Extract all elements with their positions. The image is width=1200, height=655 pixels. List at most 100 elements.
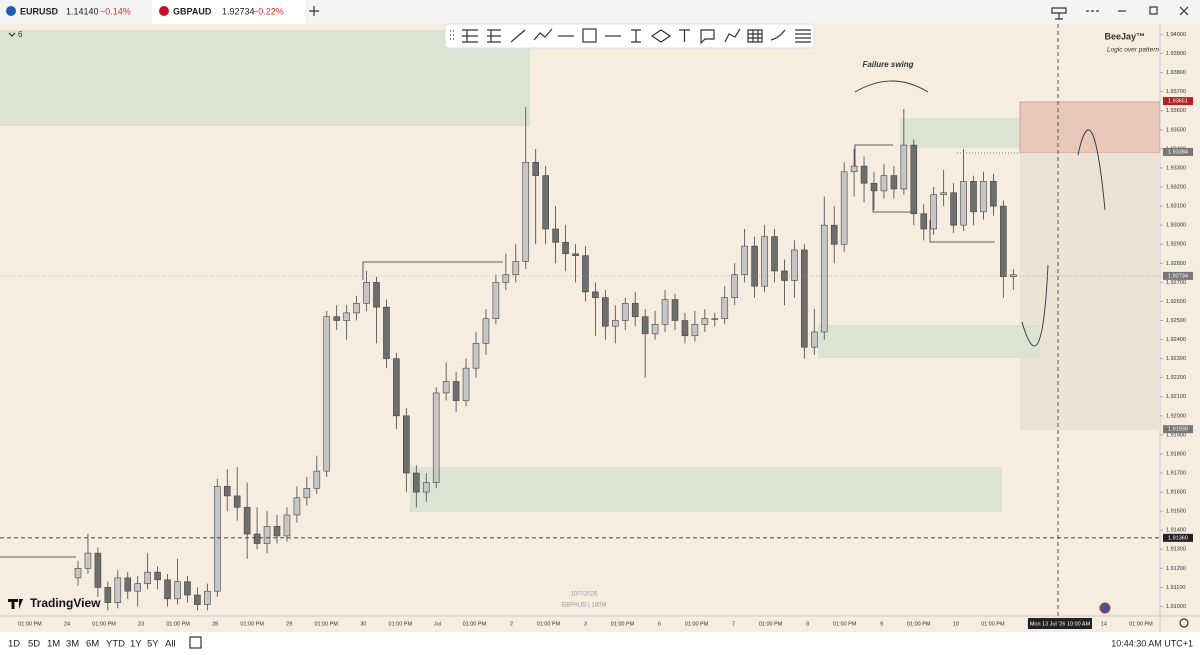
- interval: 6: [18, 30, 23, 39]
- x-tick-label: 01:00 PM: [166, 621, 190, 627]
- candle-body: [393, 358, 400, 417]
- range-button[interactable]: YTD: [106, 639, 125, 650]
- candle-body: [532, 161, 540, 176]
- y-tick-label: 1.93600: [1166, 108, 1186, 114]
- candle-body: [412, 472, 420, 493]
- candle-body: [253, 533, 261, 544]
- candle-body: [214, 486, 221, 592]
- candle-body: [223, 486, 231, 497]
- drawn-line: [0, 144, 995, 558]
- candle-body: [243, 507, 251, 535]
- candle-body: [442, 381, 450, 394]
- tab-symbol[interactable]: EURUSD: [20, 6, 59, 16]
- candle-body: [124, 577, 132, 592]
- zone: [1020, 153, 1160, 430]
- y-tick-label: 1.91700: [1166, 470, 1186, 476]
- close[interactable]: [1179, 6, 1189, 16]
- range-button[interactable]: 5Y: [147, 639, 159, 650]
- candle-body: [641, 316, 649, 335]
- maximize[interactable]: [1149, 6, 1158, 15]
- y-tick-label: 1.92000: [1166, 413, 1186, 419]
- y-tick-label: 1.91000: [1166, 604, 1186, 610]
- layout-icon[interactable]: [1051, 7, 1067, 20]
- candle-body: [194, 594, 201, 605]
- range-buttons: 1D 5D 1M 3M 6M YTD 1Y 5Y All: [8, 639, 176, 650]
- x-tick-label: 10: [953, 621, 959, 627]
- tab-symbol[interactable]: GBPAUD: [173, 6, 212, 16]
- candle-body: [611, 320, 619, 327]
- candle-body: [990, 181, 997, 207]
- candle-body: [671, 299, 679, 321]
- active-tab[interactable]: [152, 0, 305, 24]
- range-button[interactable]: 1M: [47, 639, 60, 650]
- candle-body: [343, 312, 350, 321]
- candle-body: [333, 316, 341, 321]
- y-tick-label: 1.91300: [1166, 547, 1186, 553]
- price-badge: [1163, 97, 1193, 106]
- range-button[interactable]: 1D: [8, 639, 20, 650]
- candle-body: [602, 297, 609, 327]
- candle-body: [731, 274, 739, 298]
- candle-body: [164, 579, 171, 600]
- x-tick-label: 01:00 PM: [389, 621, 413, 627]
- collapse-icon[interactable]: [8, 32, 16, 37]
- candle-body: [681, 320, 689, 337]
- watermark: 10/7/2026: [571, 592, 598, 598]
- y-tick-label: 1.93900: [1166, 51, 1186, 57]
- x-tick-label: 8: [806, 621, 809, 627]
- candle-body: [562, 242, 569, 255]
- candle-body: [781, 270, 788, 281]
- x-tick-label: 23: [138, 621, 144, 627]
- range-button[interactable]: 6M: [86, 639, 99, 650]
- settings-icon[interactable]: [1179, 618, 1189, 628]
- candle-body: [621, 303, 629, 321]
- candle-body: [482, 318, 490, 344]
- logo-mark: [8, 599, 23, 609]
- y-tick-label: 1.94000: [1166, 32, 1186, 38]
- candle-body: [910, 144, 918, 215]
- candle-body: [980, 181, 987, 213]
- candle-body: [830, 224, 838, 245]
- y-tick-label: 1.92800: [1166, 261, 1186, 267]
- price-badge: [1163, 533, 1193, 542]
- candle-body: [552, 228, 559, 243]
- x-tick-label: 30: [360, 621, 366, 627]
- candle-body: [94, 552, 102, 588]
- range-button[interactable]: 3M: [66, 639, 79, 650]
- y-tick-label: 1.91500: [1166, 509, 1186, 515]
- x-tick-label: 7: [732, 621, 735, 627]
- candle-body: [542, 175, 549, 230]
- candle-body: [184, 581, 191, 596]
- candle-body: [313, 470, 321, 489]
- candle-body: [741, 245, 748, 276]
- x-tick-label: 01:00 PM: [240, 621, 264, 627]
- bottom-bar: [0, 632, 1200, 655]
- x-tick-label: 01:00 PM: [463, 621, 487, 627]
- candle-body: [761, 236, 768, 287]
- range-button[interactable]: 5D: [28, 639, 40, 650]
- candle-body: [432, 392, 440, 483]
- candle-body: [592, 291, 599, 298]
- candle-body: [422, 482, 430, 493]
- candle-body: [293, 497, 301, 516]
- calendar-icon[interactable]: [189, 636, 202, 649]
- candle-body: [363, 282, 370, 304]
- y-tick-label: 1.92500: [1166, 318, 1186, 324]
- candle-body: [840, 171, 848, 245]
- toolbar-icons[interactable]: [450, 28, 811, 45]
- x-tick-label: 01:00 PM: [981, 621, 1005, 627]
- watermark: GBPAUD | 180M: [562, 603, 607, 609]
- event-icon[interactable]: [1099, 602, 1111, 614]
- candle-body: [960, 181, 967, 226]
- candle-body: [940, 192, 947, 195]
- candle-body: [651, 324, 659, 335]
- range-button[interactable]: All: [165, 639, 176, 650]
- candle-body: [104, 587, 112, 603]
- candle-body: [273, 526, 281, 537]
- range-button[interactable]: 1Y: [130, 639, 142, 650]
- new-tab[interactable]: [309, 6, 319, 16]
- candle-body: [920, 213, 928, 230]
- y-tick-label: 1.91100: [1166, 585, 1185, 591]
- y-tick-label: 1.93000: [1166, 223, 1186, 229]
- candle-body: [1009, 274, 1017, 277]
